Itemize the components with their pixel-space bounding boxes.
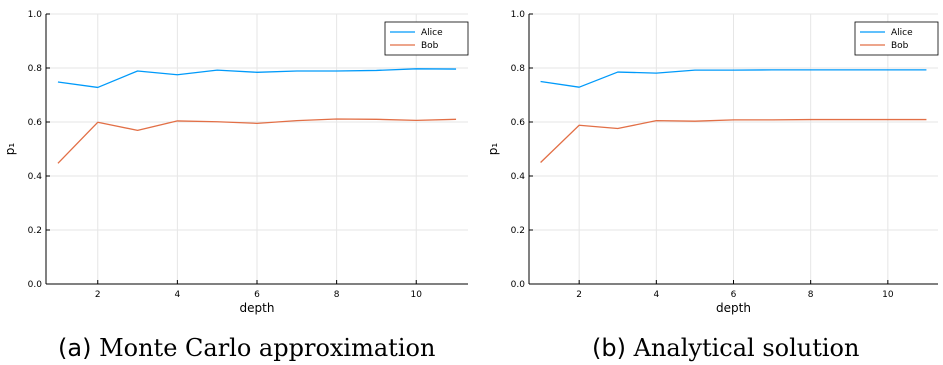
y-tick-label: 0.2 [28, 226, 42, 236]
y-tick-label: 0.6 [511, 118, 526, 128]
series-line-alice [540, 69, 927, 88]
panel-monte-carlo: 2 4 6 8 10 0.0 0.2 0.4 0.6 0.8 1.0 depth p₁ Alice Bob [3, 10, 469, 315]
x-tick-label: 4 [653, 290, 659, 300]
legend-label-alice: Alice [891, 28, 913, 38]
y-tick-label: 1.0 [28, 10, 43, 20]
legend-box [854, 21, 939, 56]
caption-monte-carlo: (a) Monte Carlo approximation [58, 334, 435, 362]
legend-label-bob: Bob [421, 41, 439, 51]
y-tick-label: 0.0 [28, 280, 43, 290]
x-tick-label: 4 [175, 290, 181, 300]
caption-tag: (a) [58, 334, 92, 362]
x-tick-label: 10 [882, 290, 894, 300]
x-tick-label: 8 [334, 290, 340, 300]
y-axis-label: p₁ [3, 143, 17, 156]
caption-tag: (b) [592, 334, 626, 362]
legend-label-bob: Bob [891, 41, 909, 51]
y-tick-label: 0.8 [28, 64, 43, 74]
y-tick-label: 0.4 [511, 172, 526, 182]
x-tick-label: 6 [731, 290, 737, 300]
y-tick-label: 0.0 [511, 280, 526, 290]
x-axis-label: depth [716, 301, 751, 315]
panel-analytical: 2 4 6 8 10 0.0 0.2 0.4 0.6 0.8 1.0 depth p₁ Alice Bob [486, 10, 939, 315]
caption-text: Analytical solution [633, 334, 860, 362]
x-tick-label: 10 [411, 290, 423, 300]
y-tick-label: 1.0 [511, 10, 526, 20]
caption-analytical: (b) Analytical solution [592, 334, 859, 362]
x-tick-label: 6 [254, 290, 260, 300]
y-tick-label: 0.4 [28, 172, 43, 182]
x-tick-label: 8 [808, 290, 814, 300]
series-line-bob [57, 118, 457, 164]
x-tick-label: 2 [576, 290, 582, 300]
caption-text: Monte Carlo approximation [99, 334, 436, 362]
y-tick-label: 0.8 [511, 64, 526, 74]
y-tick-label: 0.6 [28, 118, 43, 128]
y-axis-label: p₁ [486, 143, 500, 156]
x-tick-label: 2 [95, 290, 101, 300]
series-line-bob [540, 118, 927, 163]
series-line-alice [57, 68, 457, 89]
legend-box [384, 21, 469, 56]
legend-label-alice: Alice [421, 28, 443, 38]
y-tick-label: 0.2 [511, 226, 525, 236]
x-axis-label: depth [240, 301, 275, 315]
